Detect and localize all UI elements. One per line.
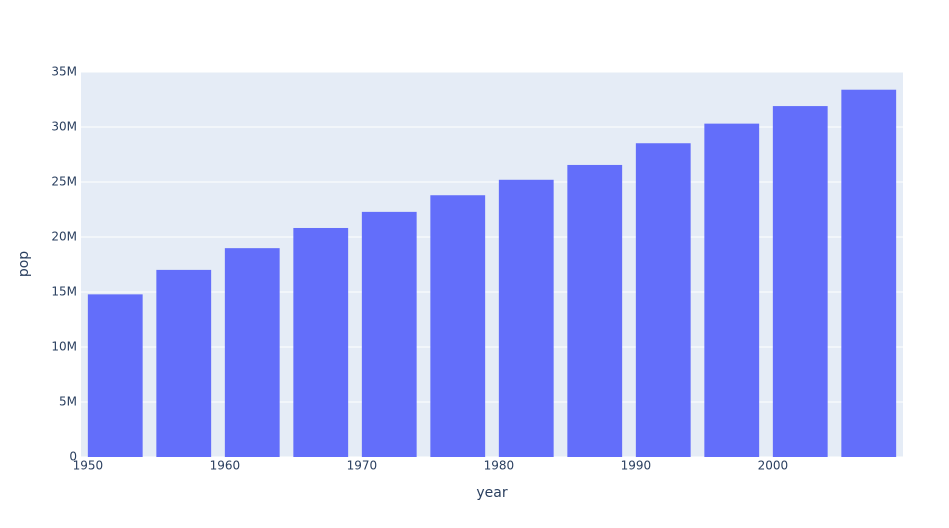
y-tick-label: 0 (69, 450, 77, 464)
x-axis-title: year (476, 485, 507, 501)
y-tick-label: 20M (51, 230, 77, 244)
bar (87, 294, 143, 457)
y-tick-label: 10M (51, 340, 77, 354)
y-axis-title: pop (16, 251, 32, 277)
bar (841, 89, 897, 458)
bar (704, 123, 760, 457)
y-tick-label: 15M (51, 285, 77, 299)
bar (772, 106, 828, 458)
x-tick-label: 1970 (347, 459, 378, 473)
plot-area (81, 72, 903, 457)
bar (567, 164, 623, 457)
y-tick-label: 5M (59, 395, 77, 409)
bar (293, 227, 349, 457)
x-tick-label: 1960 (210, 459, 241, 473)
x-tick-label: 2000 (758, 459, 789, 473)
y-tick-label: 30M (51, 120, 77, 134)
x-tick-label: 1990 (621, 459, 652, 473)
bar (156, 269, 212, 457)
x-tick-label: 1980 (484, 459, 515, 473)
y-tick-label: 25M (51, 175, 77, 189)
bar (498, 179, 554, 457)
bar (635, 143, 691, 458)
y-tick-label: 35M (51, 65, 77, 79)
bar (430, 195, 486, 457)
bar (224, 248, 280, 457)
x-tick-label: 1950 (73, 459, 104, 473)
bar (361, 211, 417, 457)
